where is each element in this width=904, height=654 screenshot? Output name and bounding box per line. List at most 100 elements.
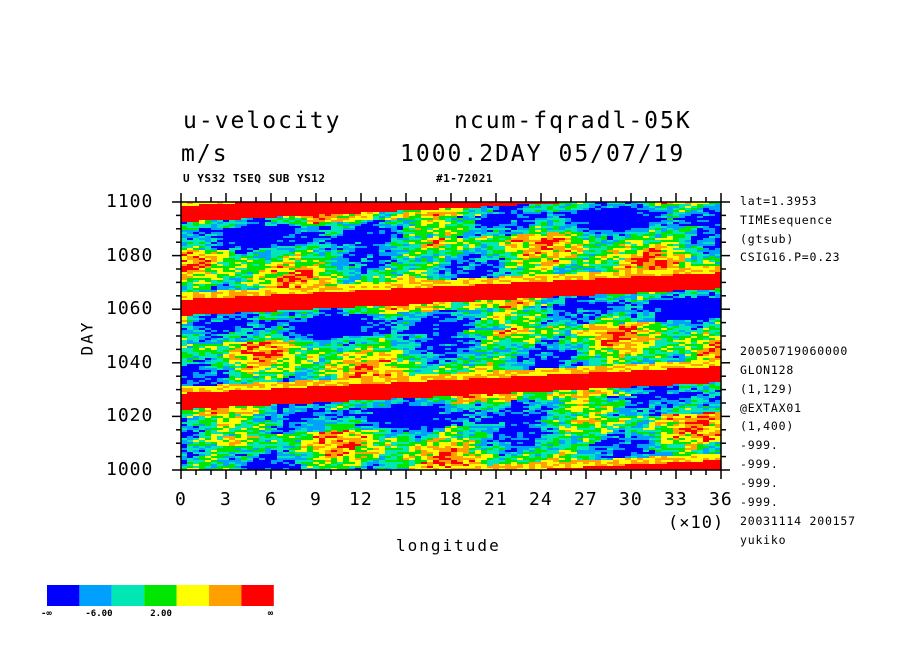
- heatmap-cell: [655, 274, 662, 277]
- heatmap-cell: [649, 234, 656, 237]
- heatmap-cell: [457, 244, 464, 247]
- heatmap-cell: [427, 290, 434, 293]
- heatmap-cell: [715, 264, 721, 267]
- heatmap-cell: [517, 284, 524, 287]
- heatmap-cell: [403, 260, 410, 263]
- heatmap-cell: [577, 220, 584, 223]
- heatmap-cell: [313, 234, 320, 237]
- heatmap-cell: [637, 244, 644, 247]
- heatmap-cell: [433, 218, 440, 221]
- heatmap-cell: [361, 232, 368, 235]
- heatmap-cell: [313, 210, 320, 213]
- heatmap-cell: [661, 294, 668, 297]
- heatmap-cell: [643, 202, 650, 205]
- heatmap-cell: [421, 212, 428, 215]
- heatmap-cell: [337, 282, 344, 285]
- heatmap-cell: [565, 216, 572, 219]
- heatmap-cell: [523, 296, 530, 299]
- heatmap-cell: [301, 286, 308, 289]
- heatmap-cell: [367, 218, 374, 221]
- heatmap-cell: [637, 216, 644, 219]
- heatmap-cell: [667, 214, 674, 217]
- heatmap-cell: [349, 222, 356, 225]
- heatmap-cell: [523, 276, 530, 279]
- heatmap-cell: [403, 226, 410, 229]
- heatmap-cell: [199, 214, 206, 217]
- heatmap-cell: [433, 224, 440, 227]
- heatmap-cell: [505, 256, 512, 259]
- heatmap-cell: [547, 284, 554, 287]
- heatmap-cell: [409, 212, 416, 215]
- heatmap-cell: [607, 284, 614, 287]
- heatmap-cell: [463, 266, 470, 269]
- heatmap-cell: [475, 212, 482, 215]
- heatmap-cell: [637, 268, 644, 271]
- heatmap-cell: [289, 246, 296, 249]
- heatmap-cell: [553, 244, 560, 247]
- heatmap-cell: [655, 222, 662, 225]
- heatmap-cell: [187, 262, 194, 265]
- heatmap-cell: [487, 240, 494, 243]
- heatmap-cell: [493, 272, 500, 275]
- heatmap-cell: [541, 208, 548, 211]
- heatmap-cell: [355, 206, 362, 209]
- heatmap-cell: [577, 284, 584, 287]
- heatmap-cell: [541, 246, 548, 249]
- heatmap-cell: [211, 244, 218, 247]
- heatmap-cell: [517, 206, 524, 209]
- heatmap-cell: [235, 284, 242, 287]
- heatmap-cell: [523, 278, 530, 281]
- heatmap-cell: [469, 282, 476, 285]
- heatmap-cell: [325, 248, 332, 251]
- heatmap-cell: [325, 224, 332, 227]
- heatmap-cell: [535, 252, 542, 255]
- heatmap-cell: [187, 288, 194, 291]
- heatmap-cell: [685, 202, 692, 205]
- heatmap-cell: [403, 232, 410, 235]
- heatmap-cell: [307, 252, 314, 255]
- heatmap-cell: [409, 276, 416, 279]
- heatmap-cell: [577, 290, 584, 293]
- heatmap-cell: [457, 282, 464, 285]
- heatmap-cell: [199, 212, 206, 215]
- heatmap-cell: [385, 288, 392, 291]
- heatmap-cell: [433, 276, 440, 279]
- heatmap-cell: [433, 250, 440, 253]
- heatmap-cell: [439, 210, 446, 213]
- heatmap-cell: [493, 278, 500, 281]
- heatmap-cell: [247, 220, 254, 223]
- heatmap-cell: [643, 222, 650, 225]
- heatmap-cell: [283, 260, 290, 263]
- heatmap-cell: [517, 280, 524, 283]
- heatmap-cell: [325, 230, 332, 233]
- heatmap-cell: [271, 208, 278, 211]
- heatmap-cell: [691, 250, 698, 253]
- heatmap-cell: [565, 234, 572, 237]
- heatmap-cell: [313, 268, 320, 271]
- heatmap-cell: [583, 296, 590, 299]
- heatmap-cell: [547, 212, 554, 215]
- heatmap-cell: [187, 244, 194, 247]
- heatmap-cell: [379, 276, 386, 279]
- heatmap-cell: [691, 242, 698, 245]
- heatmap-cell: [367, 252, 374, 255]
- heatmap-cell: [193, 290, 200, 293]
- heatmap-cell: [709, 204, 716, 207]
- heatmap-cell: [547, 254, 554, 257]
- heatmap-cell: [541, 268, 548, 271]
- heatmap-cell: [505, 270, 512, 273]
- heatmap-cell: [367, 250, 374, 253]
- heatmap-cell: [631, 252, 638, 255]
- heatmap-cell: [505, 224, 512, 227]
- heatmap-cell: [613, 228, 620, 231]
- heatmap-cell: [313, 244, 320, 247]
- heatmap-cell: [667, 242, 674, 245]
- heatmap-cell: [283, 206, 290, 209]
- heatmap-cell: [259, 296, 266, 299]
- heatmap-cell: [271, 284, 278, 287]
- heatmap-cell: [469, 242, 476, 245]
- heatmap-cell: [229, 206, 236, 209]
- heatmap-cell: [241, 204, 248, 207]
- heatmap-cell: [343, 210, 350, 213]
- heatmap-cell: [601, 234, 608, 237]
